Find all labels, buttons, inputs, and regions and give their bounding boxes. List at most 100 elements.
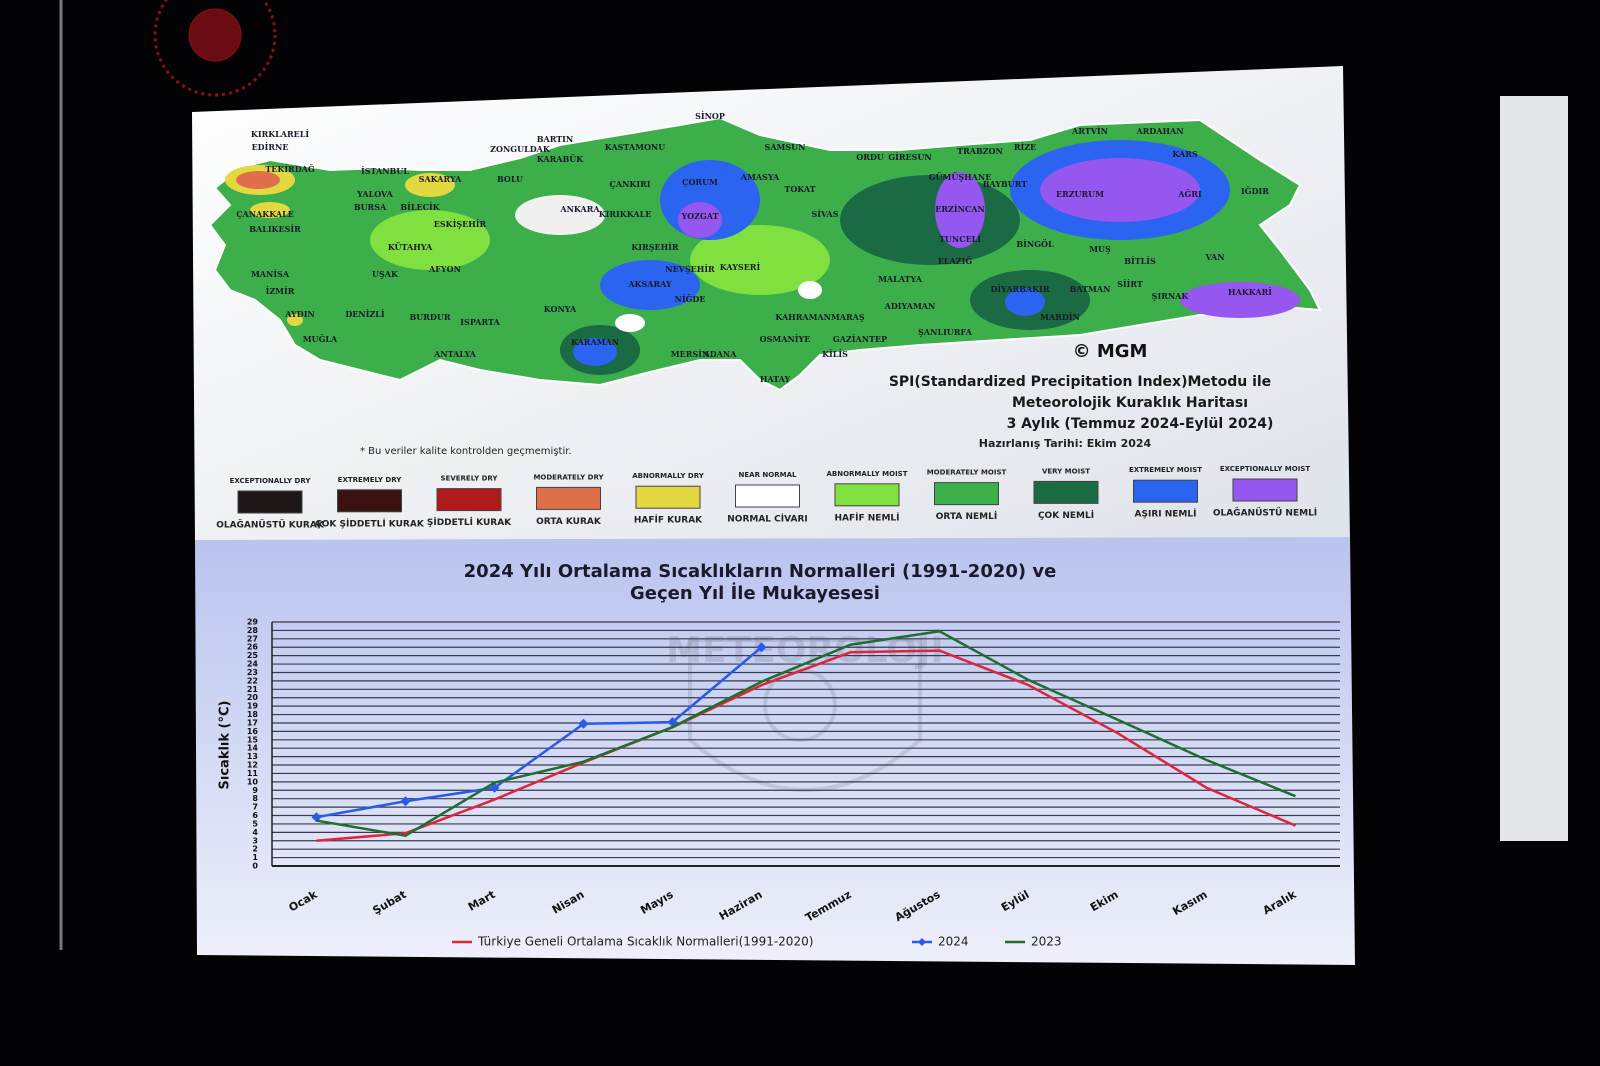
y-tick-label: 5: [252, 819, 258, 828]
city-label: ESKİŞEHİR: [434, 219, 487, 229]
y-tick-label: 25: [247, 651, 259, 660]
city-label: ADANA: [703, 349, 738, 359]
legend-swatch: [1033, 480, 1099, 504]
legend-swatch: [635, 485, 701, 509]
y-axis-label: Sıcaklık (°C): [218, 701, 233, 790]
legend-swatch: [436, 488, 502, 512]
city-label: MUŞ: [1089, 244, 1111, 254]
city-label: BİTLİS: [1124, 256, 1156, 266]
series-line: [316, 649, 1296, 843]
city-label: GÜMÜŞHANE: [929, 172, 992, 182]
emblem: [153, 0, 277, 97]
city-label: ANTALYA: [433, 349, 477, 359]
city-label: AĞRI: [1177, 189, 1202, 199]
legend-tr: ÇOK ŞİDDETLİ KURAK: [315, 518, 425, 529]
city-label: ARDAHAN: [1135, 126, 1183, 136]
city-label: BİLECİK: [400, 202, 440, 212]
y-tick-label: 6: [252, 811, 258, 820]
point-marker: [311, 812, 322, 823]
y-tick-label: 22: [247, 676, 258, 685]
city-label: RİZE: [1014, 142, 1036, 152]
legend-swatch: [735, 484, 800, 508]
city-label: KARABÜK: [537, 154, 584, 164]
city-label: GİRESUN: [888, 152, 931, 162]
city-label: ÇORUM: [682, 177, 718, 187]
legend-tr: NORMAL CİVARI: [727, 514, 807, 525]
city-label: AKSARAY: [627, 279, 672, 289]
city-label: ERZİNCAN: [935, 204, 985, 214]
city-label: TEKİRDAĞ: [265, 164, 315, 174]
city-label: YOZGAT: [680, 211, 718, 221]
y-tick-label: 14: [247, 744, 259, 753]
city-label: SAKARYA: [419, 174, 462, 184]
y-tick-label: 4: [252, 828, 258, 837]
city-label: TUNCELİ: [939, 234, 981, 244]
map-note: * Bu veriler kalite kontrolden geçmemişt…: [360, 446, 572, 457]
legend-swatch: [1232, 478, 1298, 502]
series-line: [316, 646, 763, 819]
legend-en: EXTREMELY MOIST: [1129, 466, 1202, 474]
city-label: SİİRT: [1117, 279, 1143, 289]
city-label: TOKAT: [784, 184, 815, 194]
city-label: AFYON: [428, 264, 461, 274]
legend-en: SEVERELY DRY: [441, 475, 499, 483]
y-tick-label: 10: [247, 777, 259, 786]
city-label: MERSİN: [671, 349, 709, 359]
legend-en: EXCEPTIONALLY DRY: [230, 477, 312, 485]
legend-en: VERY MOIST: [1042, 467, 1090, 475]
legend-tr: HAFİF NEMLİ: [835, 512, 900, 523]
city-label: ADIYAMAN: [884, 301, 936, 311]
y-tick-label: 27: [247, 634, 258, 643]
city-label: YALOVA: [356, 189, 393, 199]
city-label: DENİZLİ: [345, 309, 385, 319]
chart-title: Geçen Yıl İle Mukayesesi: [630, 582, 880, 604]
y-tick-label: 21: [247, 685, 259, 694]
city-label: KİLİS: [822, 349, 848, 359]
city-label: KIRKLARELİ: [251, 129, 310, 139]
y-tick-label: 18: [247, 710, 259, 719]
city-label: ZONGULDAK: [490, 144, 551, 154]
y-tick-label: 2: [252, 845, 258, 854]
legend-label: Türkiye Geneli Ortalama Sıcaklık Normall…: [477, 935, 813, 949]
city-label: SİVAS: [811, 209, 838, 219]
legend-swatch: [1133, 479, 1198, 503]
y-tick-label: 3: [252, 836, 258, 845]
legend-tr: HAFİF KURAK: [634, 515, 703, 526]
y-tick-label: 13: [247, 752, 258, 761]
legend-marker: [918, 938, 926, 946]
legend-en: NEAR NORMAL: [739, 471, 797, 479]
city-label: İSTANBUL: [361, 166, 409, 176]
city-label: SAMSUN: [765, 142, 806, 152]
y-tick-label: 20: [247, 693, 259, 702]
city-label: ARTVİN: [1071, 126, 1108, 136]
city-label: KAHRAMANMARAŞ: [775, 312, 865, 322]
legend-en: EXCEPTIONALLY MOIST: [1220, 465, 1310, 473]
legend-label: 2024: [938, 935, 969, 949]
chart-title: 2024 Yılı Ortalama Sıcaklıkların Normall…: [464, 561, 1057, 582]
city-label: ÇANAKKALE: [236, 209, 294, 219]
map-title-line: Meteorolojik Kuraklık Haritası: [1012, 395, 1248, 411]
city-label: ERZURUM: [1056, 189, 1104, 199]
y-tick-label: 29: [247, 618, 259, 627]
drought-map-panel: KIRKLARELİ EDİRNE TEKİRDAĞ İSTANBUL ÇANAKKAL…: [192, 66, 1350, 540]
city-label: ANKARA: [559, 204, 600, 214]
city-label: KIRIKKALE: [599, 209, 652, 219]
y-tick-label: 24: [247, 660, 259, 669]
city-label: BARTIN: [537, 134, 573, 144]
y-tick-label: 12: [247, 761, 258, 770]
city-label: IĞDIR: [1241, 186, 1269, 196]
city-label: BAYBURT: [983, 179, 1028, 189]
legend-tr: AŞIRI NEMLİ: [1135, 509, 1197, 520]
city-label: ŞIRNAK: [1152, 291, 1190, 301]
y-tick-label: 11: [247, 769, 259, 778]
y-tick-label: 16: [247, 727, 259, 736]
city-label: ORDU: [856, 152, 884, 162]
y-tick-label: 28: [247, 626, 259, 635]
city-label: VAN: [1204, 252, 1224, 262]
city-label: KARS: [1172, 149, 1197, 159]
city-label: MARDİN: [1040, 312, 1080, 322]
legend-en: MODERATELY MOIST: [927, 469, 1007, 477]
legend-swatch: [237, 490, 303, 514]
